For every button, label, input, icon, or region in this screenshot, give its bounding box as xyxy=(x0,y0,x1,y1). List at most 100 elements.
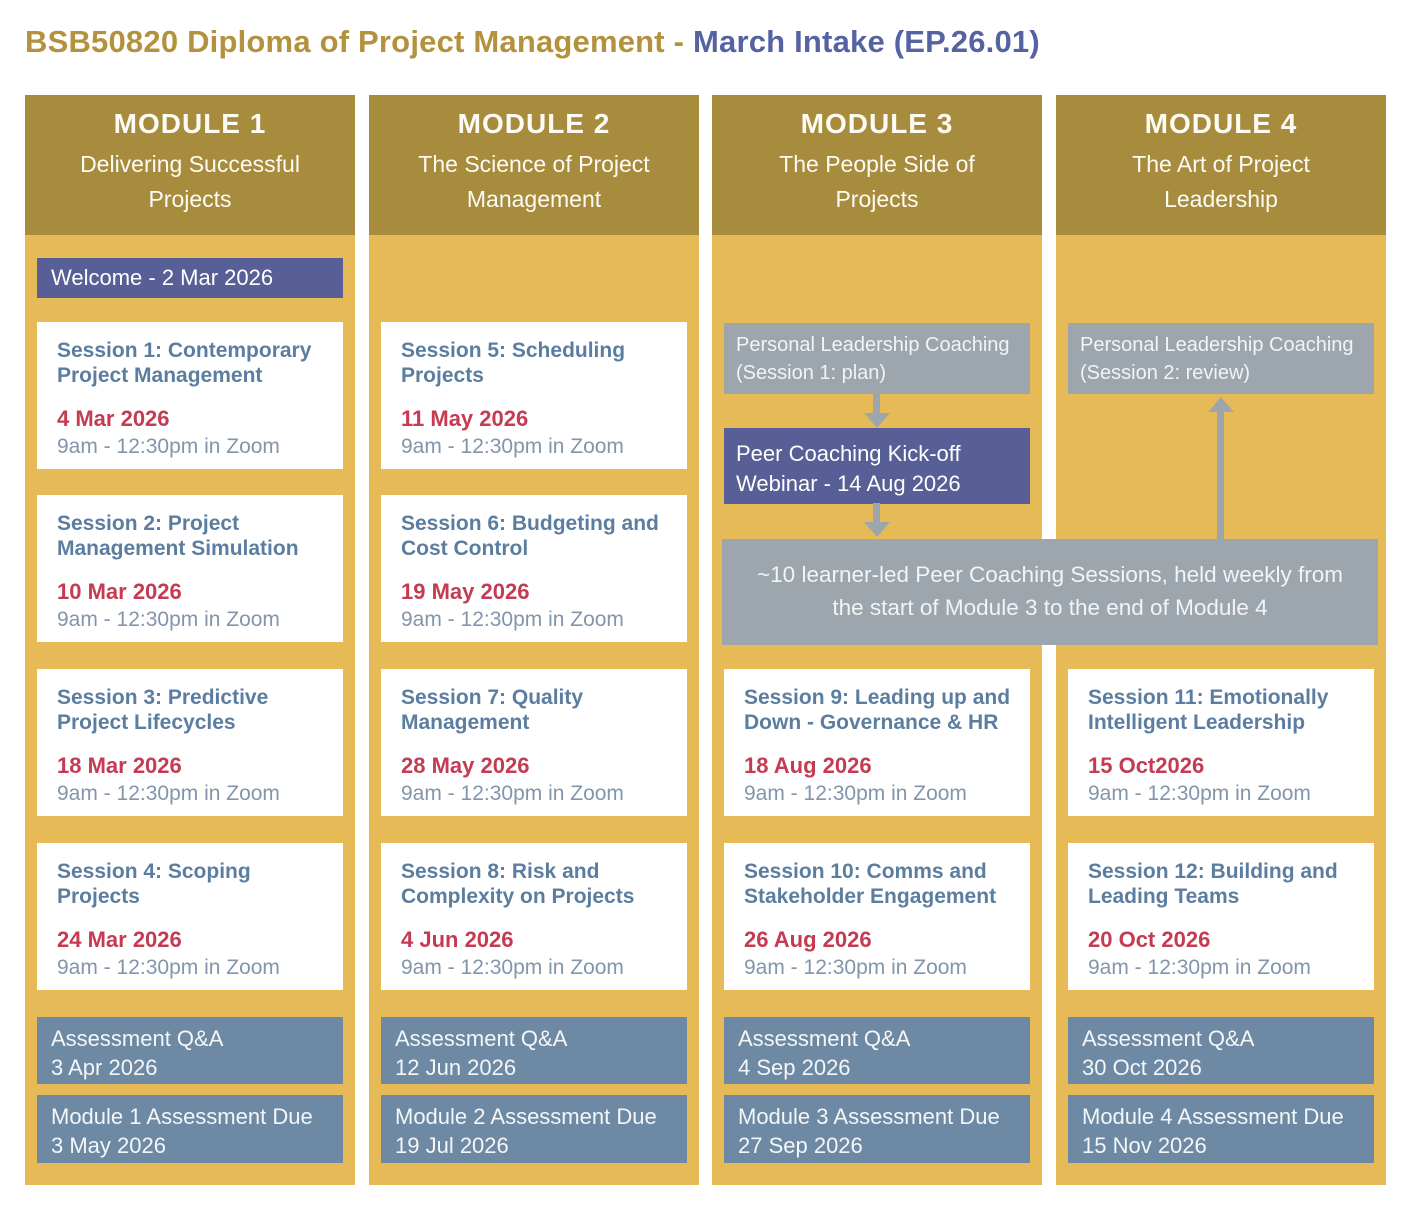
session-time: 9am - 12:30pm in Zoom xyxy=(1088,956,1311,979)
assessment-due-label: Module 3 Assessment Due xyxy=(738,1104,1000,1129)
session-date: 19 May 2026 xyxy=(401,579,530,604)
session-title: Session 3: Predictive Project Lifecycles xyxy=(57,686,269,734)
assessment-qa-box: Assessment Q&A 4 Sep 2026 xyxy=(724,1017,1030,1084)
arrow-down-icon xyxy=(873,503,880,524)
session-date: 26 Aug 2026 xyxy=(744,927,872,952)
session-card-12: Session 12: Building and Leading Teams 2… xyxy=(1068,843,1374,990)
session-title: Session 1: Contemporary Project Manageme… xyxy=(57,339,312,387)
welcome-banner: Welcome - 2 Mar 2026 xyxy=(37,258,343,298)
module-1-column: MODULE 1 Delivering Successful Projects … xyxy=(25,95,355,1185)
arrow-down-icon xyxy=(864,413,890,428)
peer-coaching-kickoff-box: Peer Coaching Kick-off Webinar - 14 Aug … xyxy=(724,428,1030,504)
session-card-10: Session 10: Comms and Stakeholder Engage… xyxy=(724,843,1030,990)
module-title: MODULE 4 xyxy=(1144,108,1298,139)
module-3-column: MODULE 3 The People Side of Projects Ses… xyxy=(712,95,1042,1185)
assessment-due-date: 27 Sep 2026 xyxy=(738,1133,863,1159)
assessment-due-box: Module 2 Assessment Due 19 Jul 2026 xyxy=(381,1095,687,1163)
assessment-qa-label: Assessment Q&A xyxy=(395,1026,568,1051)
session-card-4: Session 4: Scoping Projects 24 Mar 2026 … xyxy=(37,843,343,990)
session-card-3: Session 3: Predictive Project Lifecycles… xyxy=(37,669,343,816)
session-time: 9am - 12:30pm in Zoom xyxy=(401,608,624,631)
session-title: Session 4: Scoping Projects xyxy=(57,860,251,908)
module-title: MODULE 1 xyxy=(113,108,267,139)
session-date: 18 Aug 2026 xyxy=(744,753,872,778)
session-time: 9am - 12:30pm in Zoom xyxy=(57,956,280,979)
session-card-1: Session 1: Contemporary Project Manageme… xyxy=(37,322,343,469)
assessment-due-box: Module 4 Assessment Due 15 Nov 2026 xyxy=(1068,1095,1374,1163)
assessment-due-label: Module 1 Assessment Due xyxy=(51,1104,313,1129)
arrow-down-icon xyxy=(873,394,880,415)
session-card-7: Session 7: Quality Management 28 May 202… xyxy=(381,669,687,816)
module-subtitle: The Science of Project Management xyxy=(418,151,650,212)
page-title-intake: March Intake (EP.26.01) xyxy=(692,24,1040,59)
assessment-due-label: Module 2 Assessment Due xyxy=(395,1104,657,1129)
session-title: Session 8: Risk and Complexity on Projec… xyxy=(401,860,635,908)
session-time: 9am - 12:30pm in Zoom xyxy=(401,956,624,979)
personal-leadership-coaching-plan-box: Personal Leadership Coaching (Session 1:… xyxy=(724,323,1030,394)
session-time: 9am - 12:30pm in Zoom xyxy=(57,435,280,458)
assessment-qa-box: Assessment Q&A 3 Apr 2026 xyxy=(37,1017,343,1084)
session-title: Session 2: Project Management Simulation xyxy=(57,512,299,560)
module-4-header: MODULE 4 The Art of Project Leadership xyxy=(1056,95,1386,235)
assessment-qa-date: 12 Jun 2026 xyxy=(395,1055,517,1081)
session-title: Session 7: Quality Management xyxy=(401,686,584,734)
module-1-header: MODULE 1 Delivering Successful Projects xyxy=(25,95,355,235)
session-date: 24 Mar 2026 xyxy=(57,927,182,952)
assessment-qa-label: Assessment Q&A xyxy=(738,1026,911,1051)
session-date: 4 Jun 2026 xyxy=(401,927,514,952)
session-card-8: Session 8: Risk and Complexity on Projec… xyxy=(381,843,687,990)
arrow-up-icon xyxy=(1217,411,1224,539)
session-title: Session 10: Comms and Stakeholder Engage… xyxy=(744,860,997,908)
session-date: 28 May 2026 xyxy=(401,753,530,778)
session-card-9: Session 9: Leading up and Down - Governa… xyxy=(724,669,1030,816)
session-date: 18 Mar 2026 xyxy=(57,753,182,778)
session-time: 9am - 12:30pm in Zoom xyxy=(744,782,967,805)
session-title: Session 9: Leading up and Down - Governa… xyxy=(744,686,1011,734)
personal-leadership-coaching-review-box: Personal Leadership Coaching (Session 2:… xyxy=(1068,323,1374,394)
session-card-6: Session 6: Budgeting and Cost Control 19… xyxy=(381,495,687,642)
page-title-course: BSB50820 Diploma of Project Management - xyxy=(25,24,693,59)
assessment-due-date: 19 Jul 2026 xyxy=(395,1133,509,1159)
session-date: 20 Oct 2026 xyxy=(1088,927,1211,952)
session-title: Session 11: Emotionally Intelligent Lead… xyxy=(1088,686,1329,734)
session-time: 9am - 12:30pm in Zoom xyxy=(57,782,280,805)
assessment-qa-label: Assessment Q&A xyxy=(51,1026,224,1051)
assessment-qa-date: 4 Sep 2026 xyxy=(738,1055,851,1081)
session-date: 4 Mar 2026 xyxy=(57,406,170,431)
session-title: Session 5: Scheduling Projects xyxy=(401,339,626,387)
session-card-2: Session 2: Project Management Simulation… xyxy=(37,495,343,642)
module-title: MODULE 2 xyxy=(457,108,611,139)
session-time: 9am - 12:30pm in Zoom xyxy=(57,608,280,631)
assessment-qa-label: Assessment Q&A xyxy=(1082,1026,1255,1051)
assessment-due-box: Module 3 Assessment Due 27 Sep 2026 xyxy=(724,1095,1030,1163)
assessment-qa-box: Assessment Q&A 12 Jun 2026 xyxy=(381,1017,687,1084)
arrow-up-icon xyxy=(1208,397,1234,412)
session-time: 9am - 12:30pm in Zoom xyxy=(401,782,624,805)
session-card-5: Session 5: Scheduling Projects 11 May 20… xyxy=(381,322,687,469)
module-3-header: MODULE 3 The People Side of Projects xyxy=(712,95,1042,235)
session-time: 9am - 12:30pm in Zoom xyxy=(744,956,967,979)
assessment-due-box: Module 1 Assessment Due 3 May 2026 xyxy=(37,1095,343,1163)
assessment-due-label: Module 4 Assessment Due xyxy=(1082,1104,1344,1129)
session-date: 11 May 2026 xyxy=(401,406,529,431)
module-subtitle: Delivering Successful Projects xyxy=(80,151,300,212)
module-subtitle: The People Side of Projects xyxy=(779,151,975,212)
module-2-header: MODULE 2 The Science of Project Manageme… xyxy=(369,95,699,235)
module-title: MODULE 3 xyxy=(800,108,954,139)
session-date: 15 Oct2026 xyxy=(1088,753,1205,778)
page-title: BSB50820 Diploma of Project Management -… xyxy=(25,24,1040,60)
assessment-qa-date: 30 Oct 2026 xyxy=(1082,1055,1202,1081)
session-time: 9am - 12:30pm in Zoom xyxy=(1088,782,1311,805)
session-card-11: Session 11: Emotionally Intelligent Lead… xyxy=(1068,669,1374,816)
module-2-column: MODULE 2 The Science of Project Manageme… xyxy=(369,95,699,1185)
session-time: 9am - 12:30pm in Zoom xyxy=(401,435,624,458)
session-date: 10 Mar 2026 xyxy=(57,579,182,604)
arrow-down-icon xyxy=(864,522,890,537)
session-title: Session 12: Building and Leading Teams xyxy=(1088,860,1338,908)
assessment-qa-date: 3 Apr 2026 xyxy=(51,1055,158,1081)
peer-coaching-note: ~10 learner-led Peer Coaching Sessions, … xyxy=(722,539,1378,645)
assessment-qa-box: Assessment Q&A 30 Oct 2026 xyxy=(1068,1017,1374,1084)
assessment-due-date: 3 May 2026 xyxy=(51,1133,166,1159)
assessment-due-date: 15 Nov 2026 xyxy=(1082,1133,1207,1159)
